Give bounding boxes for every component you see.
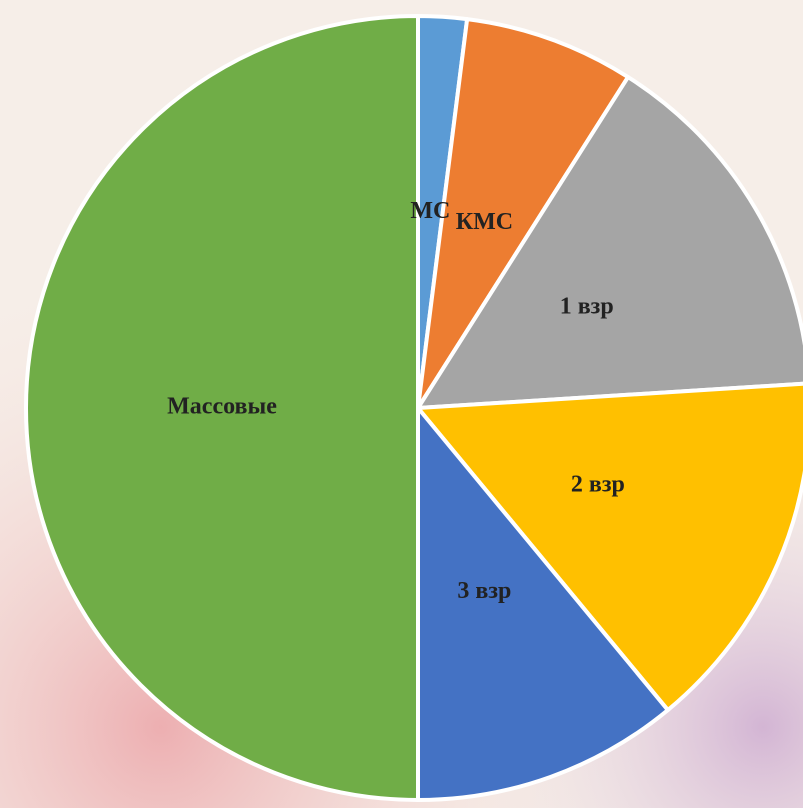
slice-label: 3 взр [457,578,511,604]
pie [24,14,803,802]
labels: МС КМС 1 взр 2 взр 3 взр Массовые [167,198,625,604]
pie-slice [24,14,420,802]
pie-slice [416,381,803,713]
pie-slice [416,75,803,410]
pie-slice [416,17,631,410]
pie-slice [416,406,670,802]
slice-label: КМС [456,209,513,235]
slice-label: МС [410,198,450,224]
slice-label: 1 взр [560,294,614,320]
slice-label: 2 взр [571,471,625,497]
slice-label: Массовые [167,394,277,420]
